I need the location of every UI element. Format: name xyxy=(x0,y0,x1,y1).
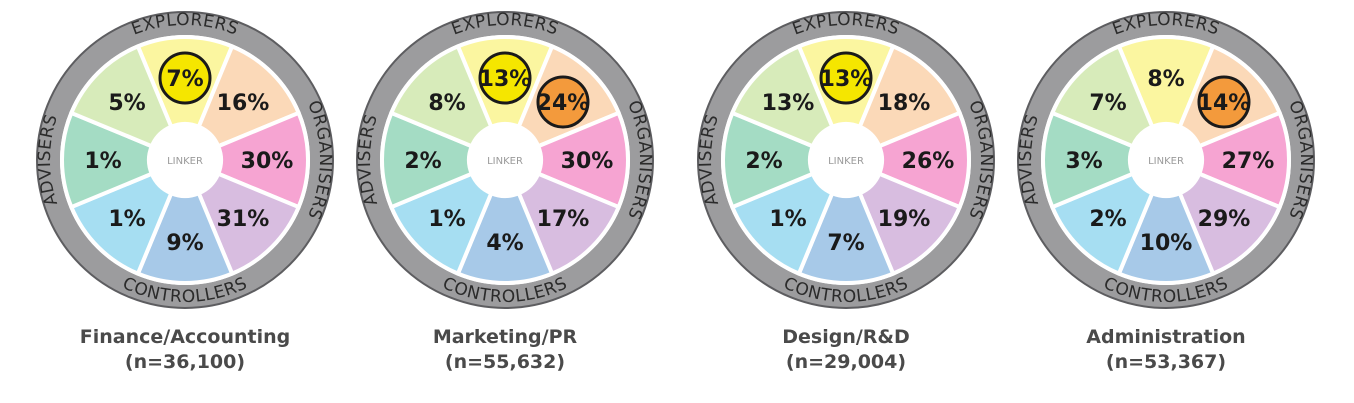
linker-label: LINKER xyxy=(828,156,864,167)
segment-value: 29% xyxy=(1198,207,1251,232)
highlight-circle xyxy=(1197,75,1251,129)
linker-hub xyxy=(148,123,222,197)
segment-value: 7% xyxy=(1089,91,1126,116)
highlight-circle xyxy=(478,51,532,105)
segment-value: 26% xyxy=(902,149,955,174)
segment-value: 30% xyxy=(241,149,294,174)
linker-hub xyxy=(1129,123,1203,197)
segment-value: 18% xyxy=(878,91,931,116)
segment-value: 13% xyxy=(762,91,815,116)
highlight-circle xyxy=(819,51,873,105)
wheel-3: LINKEREXPLORERSORGANISERSCONTROLLERSADVI… xyxy=(696,10,996,373)
segment-value: 1% xyxy=(108,207,145,232)
wheel-title: Finance/Accounting xyxy=(80,326,291,348)
wheel-title: Marketing/PR xyxy=(433,326,578,348)
segment-value: 16% xyxy=(217,91,270,116)
segment-value: 1% xyxy=(84,149,121,174)
segment-value: 10% xyxy=(1140,231,1193,256)
segment-value: 5% xyxy=(108,91,145,116)
segment-value: 30% xyxy=(561,149,614,174)
segment-value: 2% xyxy=(404,149,441,174)
segment-value: 13% xyxy=(479,67,532,92)
wheel-2: LINKEREXPLORERSORGANISERSCONTROLLERSADVI… xyxy=(355,10,655,373)
highlight-circle xyxy=(536,75,590,129)
segment-value: 14% xyxy=(1198,91,1251,116)
wheel-title: Administration xyxy=(1086,326,1245,348)
segment-value: 2% xyxy=(1089,207,1126,232)
linker-label: LINKER xyxy=(487,156,523,167)
wheel-sample-size: (n=36,100) xyxy=(125,351,245,373)
segment-value: 2% xyxy=(745,149,782,174)
segment-value: 27% xyxy=(1222,149,1275,174)
segment-value: 4% xyxy=(486,231,523,256)
segment-value: 1% xyxy=(428,207,465,232)
linker-label: LINKER xyxy=(167,156,203,167)
highlight-circle xyxy=(158,51,212,105)
segment-value: 31% xyxy=(217,207,270,232)
wheel-sample-size: (n=53,367) xyxy=(1106,351,1226,373)
segment-value: 7% xyxy=(827,231,864,256)
wheel-1: LINKEREXPLORERSORGANISERSCONTROLLERSADVI… xyxy=(35,10,335,373)
segment-value: 17% xyxy=(537,207,590,232)
wheel-4: LINKEREXPLORERSORGANISERSCONTROLLERSADVI… xyxy=(1016,10,1316,373)
segment-value: 9% xyxy=(166,231,203,256)
segment-value: 1% xyxy=(769,207,806,232)
segment-value: 24% xyxy=(537,91,590,116)
segment-value: 8% xyxy=(428,91,465,116)
wheel-sample-size: (n=29,004) xyxy=(786,351,906,373)
segment-value: 7% xyxy=(166,67,203,92)
segment-value: 8% xyxy=(1147,67,1184,92)
linker-hub xyxy=(468,123,542,197)
segment-value: 3% xyxy=(1065,149,1102,174)
segment-value: 13% xyxy=(820,67,873,92)
segment-value: 19% xyxy=(878,207,931,232)
wheel-sample-size: (n=55,632) xyxy=(445,351,565,373)
linker-hub xyxy=(809,123,883,197)
wheel-title: Design/R&D xyxy=(782,326,910,348)
linker-label: LINKER xyxy=(1148,156,1184,167)
